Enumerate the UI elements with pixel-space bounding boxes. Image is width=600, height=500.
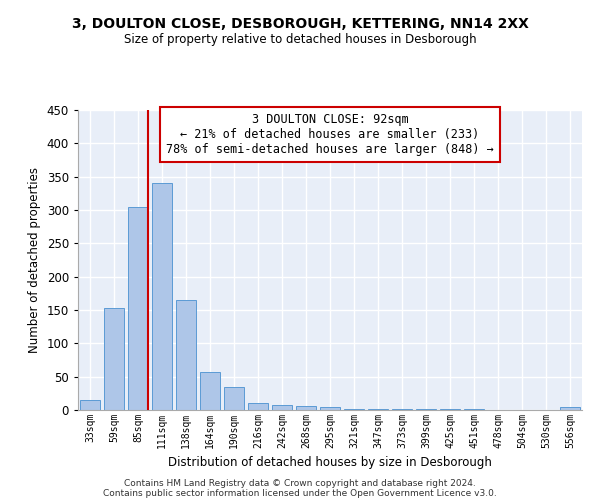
- Bar: [368, 408, 388, 410]
- Bar: [344, 408, 364, 410]
- Text: 3 DOULTON CLOSE: 92sqm
← 21% of detached houses are smaller (233)
78% of semi-de: 3 DOULTON CLOSE: 92sqm ← 21% of detached…: [166, 113, 494, 156]
- Bar: [224, 386, 244, 410]
- Y-axis label: Number of detached properties: Number of detached properties: [28, 167, 41, 353]
- Bar: [296, 406, 316, 410]
- Text: Size of property relative to detached houses in Desborough: Size of property relative to detached ho…: [124, 32, 476, 46]
- Bar: [200, 372, 220, 410]
- Bar: [320, 408, 340, 410]
- Bar: [272, 404, 292, 410]
- Bar: [248, 404, 268, 410]
- Bar: [152, 184, 172, 410]
- Text: 3, DOULTON CLOSE, DESBOROUGH, KETTERING, NN14 2XX: 3, DOULTON CLOSE, DESBOROUGH, KETTERING,…: [71, 18, 529, 32]
- Bar: [104, 308, 124, 410]
- Text: Contains public sector information licensed under the Open Government Licence v3: Contains public sector information licen…: [103, 488, 497, 498]
- Bar: [560, 408, 580, 410]
- Bar: [176, 300, 196, 410]
- Text: Contains HM Land Registry data © Crown copyright and database right 2024.: Contains HM Land Registry data © Crown c…: [124, 478, 476, 488]
- Bar: [128, 206, 148, 410]
- Bar: [392, 408, 412, 410]
- Bar: [80, 400, 100, 410]
- X-axis label: Distribution of detached houses by size in Desborough: Distribution of detached houses by size …: [168, 456, 492, 469]
